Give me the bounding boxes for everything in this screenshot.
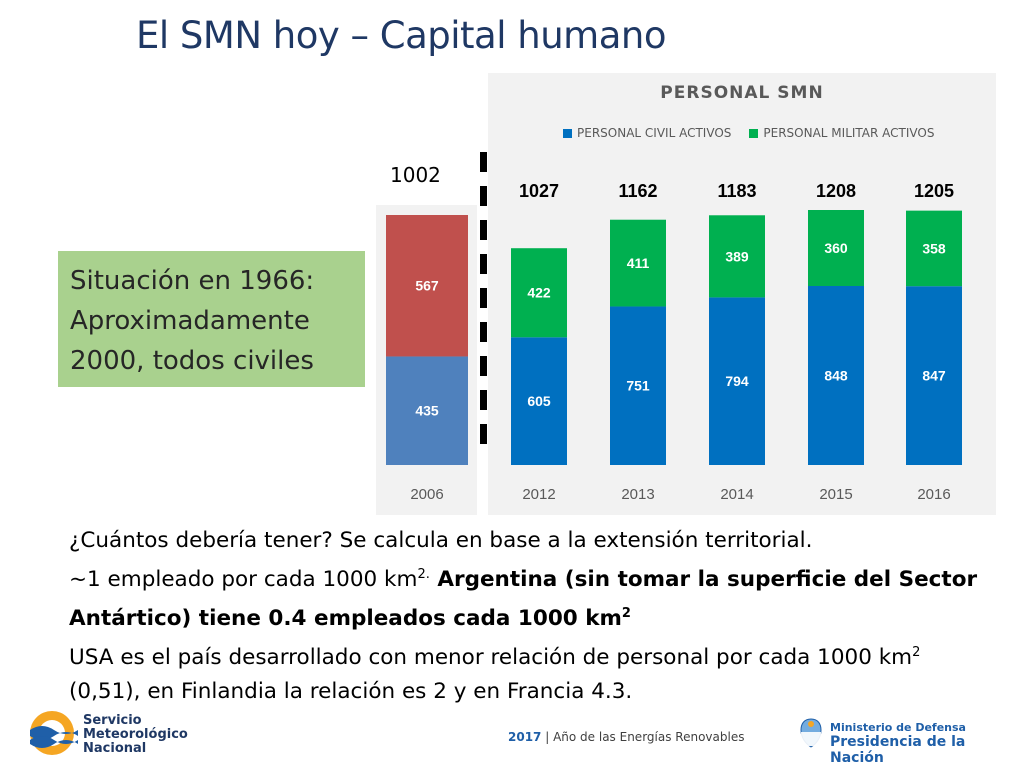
bar-value-label: 847 [922, 368, 946, 384]
situation-line-3: 2000, todos civiles [70, 346, 314, 376]
total-2006-label: 1002 [390, 163, 441, 187]
x-tick-label: 2012 [522, 486, 555, 503]
body-line-4a: USA es el país desarrollado con menor re… [69, 645, 913, 671]
footer: Servicio Meteorológico Nacional 2017 | A… [0, 700, 1024, 768]
body-line-2-sup: 2. [417, 567, 430, 582]
chart-legend: PERSONAL CIVIL ACTIVOS PERSONAL MILITAR … [563, 126, 934, 140]
legend-item-civil: PERSONAL CIVIL ACTIVOS [563, 126, 731, 140]
smn-logo-icon [30, 711, 78, 755]
bar-2016-civil [906, 286, 962, 465]
situation-line-1: Situación en 1966: [70, 266, 315, 296]
bar-value-label: 411 [627, 255, 650, 271]
bar-total-label: 1205 [914, 181, 954, 201]
body-line-4: USA es el país desarrollado con menor re… [69, 636, 989, 675]
org-line-2: Meteorológico [83, 727, 188, 742]
bar-2016-militar [906, 210, 962, 287]
bar-total-label: 1027 [519, 181, 559, 201]
slide-title: El SMN hoy – Capital humano [136, 14, 666, 57]
smn-org-name: Servicio Meteorológico Nacional [83, 714, 188, 756]
bar-total-label: 1183 [717, 181, 756, 201]
chart-title: PERSONAL SMN [660, 83, 824, 103]
year-label: 2017 [508, 730, 542, 744]
body-line-3-sup: 2 [621, 606, 631, 622]
bar-value-label: 422 [527, 285, 551, 301]
legend-label-militar: PERSONAL MILITAR ACTIVOS [763, 126, 935, 140]
bar-value-label: 435 [415, 403, 439, 419]
bar-value-label: 848 [824, 367, 848, 383]
body-line-2: ~1 empleado por cada 1000 km2. Argentina… [69, 558, 989, 597]
bar-2012-civil [511, 337, 567, 465]
year-banner: 2017 | Año de las Energías Renovables [508, 730, 744, 744]
bar-value-label: 751 [626, 378, 650, 394]
bar-2012-militar [511, 248, 567, 338]
body-line-4-sup: 2 [912, 645, 921, 661]
body-line-2a: ~1 empleado por cada 1000 km [69, 567, 418, 593]
legend-swatch-militar [749, 128, 759, 138]
bar-value-label: 389 [725, 248, 749, 264]
bar-2006-civil [386, 356, 468, 465]
legend-swatch-civil [563, 128, 572, 138]
org-line-3: Nacional [83, 741, 147, 756]
bar-2015-militar [808, 210, 864, 286]
ministry-line-2: Presidencia de la Nación [830, 734, 966, 766]
bar-2013-civil [610, 306, 666, 465]
situation-1966-box: Situación en 1966: Aproximadamente 2000,… [58, 251, 365, 387]
bar-2015-civil [808, 285, 864, 465]
bar-value-label: 605 [527, 393, 551, 409]
x-tick-label: 2014 [720, 486, 753, 503]
bar-value-label: 794 [725, 373, 749, 389]
bar-value-label: 360 [824, 240, 848, 256]
body-line-5: (0,51), en Finlandia la relación es 2 y … [69, 679, 633, 705]
ministry-text: Ministerio de Defensa Presidencia de la … [830, 721, 1024, 766]
x-tick-label: 2016 [917, 486, 950, 503]
bar-total-label: 1208 [816, 181, 856, 201]
bar-2013-militar [610, 219, 666, 307]
bar-value-label: 567 [415, 278, 439, 294]
legend-item-militar: PERSONAL MILITAR ACTIVOS [749, 126, 934, 140]
x-tick-label: 2013 [621, 486, 654, 503]
bar-value-label: 358 [922, 240, 946, 256]
bar-2014-militar [709, 215, 765, 298]
year-separator: | [541, 730, 554, 744]
year-motto: Año de las Energías Renovables [553, 730, 745, 744]
x-tick-label: 2006 [410, 486, 443, 503]
body-line-2b: Argentina (sin tomar la superficie del S… [429, 567, 978, 593]
bar-2014-civil [709, 297, 765, 465]
dashed-divider [480, 152, 487, 450]
bar-2006-militar [386, 215, 468, 357]
body-line-3a: Antártico) tiene 0.4 empleados cada 1000… [69, 606, 622, 632]
legend-label-civil: PERSONAL CIVIL ACTIVOS [577, 126, 732, 140]
body-line-3: Antártico) tiene 0.4 empleados cada 1000… [69, 597, 989, 636]
x-tick-label: 2015 [819, 486, 852, 503]
org-line-1: Servicio [83, 713, 142, 728]
body-line-1: ¿Cuántos debería tener? Se calcula en ba… [69, 528, 813, 553]
bar-total-label: 1162 [618, 181, 657, 201]
situation-line-2: Aproximadamente [70, 306, 310, 336]
ministry-line-1: Ministerio de Defensa [830, 721, 966, 734]
body-text: ¿Cuántos debería tener? Se calcula en ba… [69, 524, 989, 709]
argentina-shield-icon [800, 718, 822, 748]
